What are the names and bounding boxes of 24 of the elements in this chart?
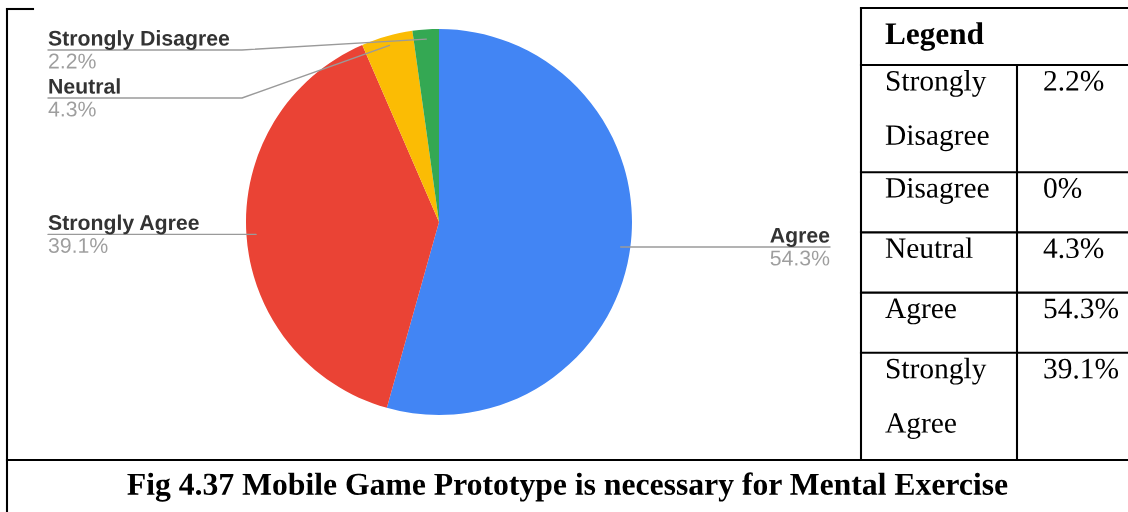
- text: 2.2%: [1044, 70, 1104, 91]
- pie-slice: [362, 30, 439, 222]
- category-label: Strongly Agree: [885, 357, 987, 439]
- slice-label: Agree: [770, 227, 830, 247]
- text: 54.3%: [1044, 298, 1119, 319]
- category-label: Disagree: [885, 178, 989, 204]
- text: 39.1%: [1044, 358, 1119, 379]
- pie-slice: [412, 29, 439, 222]
- text: 0%: [1044, 178, 1082, 199]
- pie-slice: [386, 29, 632, 415]
- text: Legend: [885, 22, 984, 51]
- category-label: Agree: [885, 298, 956, 325]
- slice-label: Strongly Disagree: [48, 30, 230, 50]
- slice-label: Neutral: [49, 78, 120, 94]
- data-label: 2.2%: [49, 53, 96, 69]
- data-label: 39.1%: [48, 237, 108, 253]
- category-label: Neutral: [885, 237, 973, 259]
- data-label: 54.3%: [770, 250, 830, 266]
- text: 4.3%: [1043, 238, 1104, 259]
- pie-slice: [246, 44, 439, 408]
- category-label: Strongly Disagree: [885, 70, 989, 152]
- text: Fig 4.37 Mobile Game Prototype is necessary for Mental Exercise: [127, 472, 1008, 502]
- data-label: 4.3%: [48, 101, 96, 117]
- slice-label: Strongly Agree: [48, 214, 199, 235]
